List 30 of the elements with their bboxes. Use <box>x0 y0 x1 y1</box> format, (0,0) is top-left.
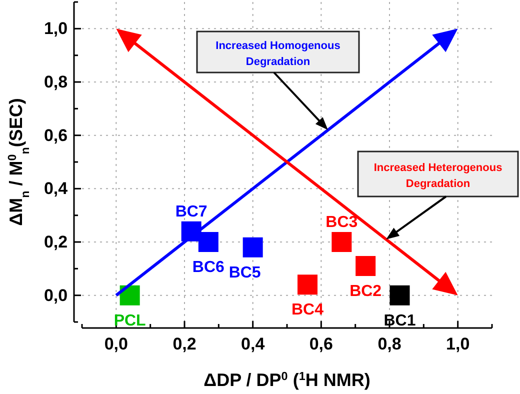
series-label: BC4 <box>291 302 324 319</box>
y-tick-label: 0,8 <box>44 72 68 92</box>
y-tick-label: 0,6 <box>44 126 68 145</box>
y-tick-label: 0,0 <box>44 286 68 305</box>
x-tick-label: 0,0 <box>104 334 128 354</box>
series-label: BC3 <box>326 214 358 231</box>
series-label: BC7 <box>175 203 208 220</box>
series-label: PCL <box>114 312 146 330</box>
x-axis-title: ΔDP / DP$^{0}$ ($^{1}$H NMR) <box>204 370 370 390</box>
point <box>332 232 352 252</box>
x-tick-label: 0,6 <box>309 334 333 354</box>
annotation: Increased Homogenous Degradation <box>216 40 340 68</box>
y-tick-label: 0,4 <box>44 179 68 198</box>
x-tick-label: 0,4 <box>241 334 266 354</box>
x-tick-label: 1,0 <box>446 334 470 354</box>
point <box>298 274 318 295</box>
series-label: BC5 <box>228 264 261 282</box>
series-label: BC6 <box>192 259 225 276</box>
series-label: BC1 <box>384 312 416 330</box>
x-tick-label: 0,2 <box>172 334 196 354</box>
annotation: Increased Heterogenous Degradation <box>374 162 502 190</box>
x-tick-label: 0,8 <box>378 334 402 354</box>
point <box>356 256 376 276</box>
y-tick-label: 0,2 <box>44 232 68 252</box>
y-tick-label: 1,0 <box>44 19 68 38</box>
point <box>120 285 140 306</box>
series-label: BC2 <box>350 283 382 300</box>
point <box>242 237 263 258</box>
point <box>198 232 218 252</box>
point <box>390 285 410 306</box>
